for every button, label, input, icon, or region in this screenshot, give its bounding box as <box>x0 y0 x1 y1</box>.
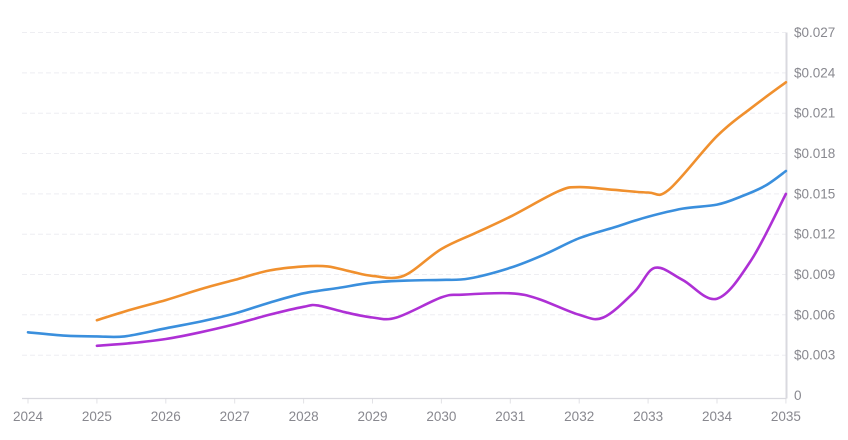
x-axis-tick-label: 2024 <box>13 409 44 424</box>
x-axis-tick-label: 2034 <box>702 409 733 424</box>
y-axis-tick-label: $0.024 <box>794 65 836 80</box>
y-axis-tick-label: $0.018 <box>794 146 835 161</box>
x-axis-tick-label: 2026 <box>151 409 181 424</box>
x-axis-tick-label: 2032 <box>564 409 594 424</box>
blue-series-line <box>26 169 788 339</box>
y-axis-tick-label: $0.021 <box>794 106 835 121</box>
x-axis-tick-label: 2030 <box>426 409 456 424</box>
x-axis-tick-label: 2025 <box>82 409 112 424</box>
y-axis-tick-label: $0.006 <box>794 307 835 322</box>
y-axis-tick-label: $0.015 <box>794 186 835 201</box>
x-axis-tick-label: 2028 <box>289 409 319 424</box>
y-axis-tick-label: $0.009 <box>794 267 835 282</box>
purple-series-line <box>95 192 788 348</box>
orange-series-line <box>95 81 788 322</box>
y-axis-tick-label: 0 <box>794 388 802 403</box>
y-axis-tick-label: $0.003 <box>794 348 835 363</box>
x-axis-tick-label: 2029 <box>357 409 387 424</box>
x-axis-tick-label: 2027 <box>220 409 250 424</box>
y-axis-tick-label: $0.012 <box>794 227 835 242</box>
x-axis-tick-label: 2033 <box>633 409 663 424</box>
x-axis-tick-label: 2035 <box>771 409 801 424</box>
y-axis-tick-label: $0.027 <box>794 25 835 40</box>
x-axis-tick-label: 2031 <box>495 409 525 424</box>
